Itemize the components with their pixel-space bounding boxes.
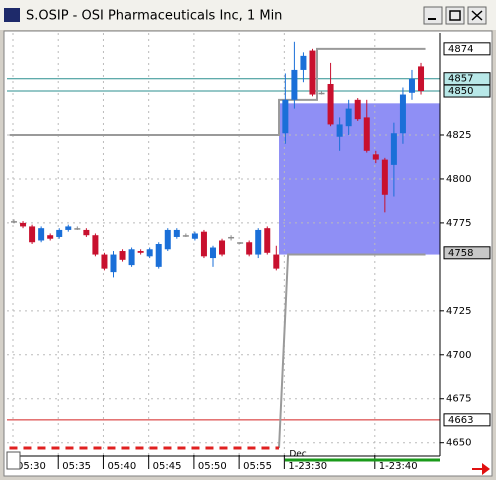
candle-body (237, 242, 244, 244)
candle-body (246, 242, 253, 255)
x-tick-label: 05:30 (17, 461, 46, 472)
candle-body (101, 254, 108, 269)
candle-body (291, 69, 298, 100)
candle-body (327, 83, 334, 125)
candle-body (255, 229, 262, 255)
scroll-right-arrow[interactable] (472, 463, 490, 475)
candle-body (264, 228, 271, 253)
y-tick-label: 4800 (446, 174, 471, 185)
candle-body (228, 236, 235, 239)
y-tick-label: 4775 (446, 218, 471, 229)
price-marker-label: 4758 (448, 248, 473, 259)
close-icon (471, 10, 483, 21)
x-tick-label: 05:40 (107, 461, 136, 472)
candle-body (83, 229, 90, 236)
x-tick-label: 05:45 (153, 461, 182, 472)
candle-body (219, 240, 226, 255)
minimize-button[interactable] (423, 6, 443, 25)
zone (279, 103, 440, 255)
candle-body (110, 254, 117, 273)
price-marker-label: 4857 (448, 74, 473, 85)
price-marker (443, 413, 491, 427)
candle-body (38, 228, 45, 241)
y-tick-label: 4675 (446, 394, 471, 405)
y-tick-label: 4650 (446, 438, 471, 449)
candle-body (273, 254, 280, 269)
x-tick-label: 05:35 (62, 461, 91, 472)
candle-body (318, 92, 325, 95)
candle-body (381, 159, 388, 195)
candle-body (65, 226, 72, 230)
plot-area: 4825 4800 4775 4725 4700 4675 4650 05:30 05:35 05… (7, 33, 491, 472)
candle-body (345, 108, 352, 127)
candle-body (300, 55, 307, 70)
y-tick-label: 4725 (446, 306, 471, 317)
candle-body (155, 244, 162, 267)
candle-body (408, 78, 415, 93)
price-marker (443, 84, 491, 98)
candle-body (418, 66, 425, 92)
date-label: Dec (289, 450, 306, 460)
candle-body (282, 99, 289, 134)
candle-body (146, 249, 153, 257)
candle-body (11, 221, 17, 223)
title-bar (0, 0, 496, 30)
maximize-icon (449, 10, 461, 21)
candle-body (137, 251, 144, 253)
candle-body (399, 94, 406, 134)
app-icon (4, 8, 20, 22)
candle-body (354, 99, 361, 120)
price-marker (443, 42, 491, 56)
candle-body (20, 222, 27, 227)
price-marker-label: 4850 (448, 86, 473, 97)
candle-body (336, 124, 343, 137)
scroll-box[interactable] (6, 451, 21, 470)
candle-body (74, 228, 81, 230)
price-marker-label: 4663 (448, 415, 473, 426)
y-tick-label: 4700 (446, 350, 471, 361)
candle-body (372, 154, 379, 160)
x-tick-label: 1-23:30 (288, 461, 327, 472)
price-marker (443, 246, 491, 260)
price-marker-label: 4874 (448, 44, 473, 55)
step-line (278, 253, 426, 449)
y-tick-label: 4825 (446, 130, 471, 141)
candle-body (182, 235, 189, 237)
candle-body (164, 229, 171, 250)
window-buttons[interactable] (423, 6, 487, 25)
candle-body (191, 233, 198, 239)
window-title: S.OSIP - OSI Pharmaceuticals Inc, 1 Min (26, 9, 282, 24)
candle-body (363, 117, 370, 151)
maximize-button[interactable] (445, 6, 465, 25)
candle-body (128, 249, 135, 266)
candle-body (173, 229, 180, 237)
candle-body (29, 226, 36, 243)
candle-body (309, 50, 316, 95)
x-tick-label: 1-23:40 (379, 461, 418, 472)
candle-body (47, 235, 54, 239)
step-line (9, 47, 426, 136)
x-tick-label: 05:55 (243, 461, 272, 472)
candle-body (390, 133, 397, 165)
candle-body (119, 251, 126, 260)
x-tick-label: 05:50 (198, 461, 227, 472)
candle-body (92, 235, 99, 255)
candle-body (200, 231, 207, 257)
candle-body (209, 247, 216, 259)
candle-body (56, 229, 63, 237)
